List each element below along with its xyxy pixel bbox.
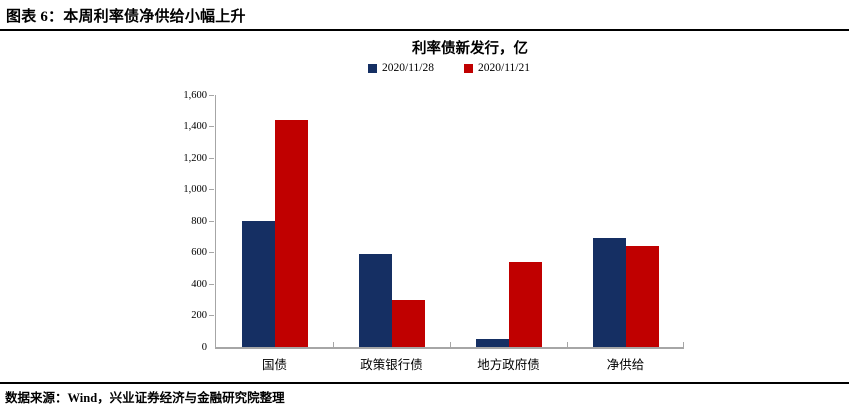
chart-title: 利率债新发行，亿 — [412, 41, 528, 57]
legend-swatch-red-icon — [464, 63, 473, 73]
x-axis-category-label: 净供给 — [606, 358, 645, 372]
y-axis-tick-label: 1,000 — [183, 184, 207, 195]
y-axis-tick — [209, 157, 214, 159]
bar-current-week — [358, 254, 392, 347]
y-axis-tick — [209, 252, 214, 253]
y-axis-tick-label: 400 — [191, 278, 207, 290]
bar-previous-week — [508, 261, 542, 347]
legend-item-previous-week: 2020/11/21 — [464, 62, 530, 74]
bar-current-week — [241, 221, 275, 347]
x-axis-category-label: 地方政府债 — [477, 358, 540, 372]
x-axis-tick — [683, 342, 684, 347]
bar-current-week — [475, 339, 509, 347]
bottom-divider — [0, 382, 849, 384]
y-axis-tick-label: 1,200 — [183, 152, 207, 164]
y-axis-tick — [209, 283, 214, 285]
legend-label-current-week: 2020/11/28 — [382, 62, 434, 74]
bar-previous-week — [391, 299, 425, 347]
y-axis-tick-label: 1,600 — [183, 89, 207, 101]
y-axis-tick-label: 200 — [191, 310, 207, 321]
bar-current-week — [592, 238, 626, 347]
figure-caption: 图表 6：本周利率债净供给小幅上升 — [6, 9, 246, 25]
y-axis-tick-label: 800 — [191, 215, 207, 227]
bar-previous-week — [274, 120, 308, 347]
x-axis-tick — [567, 342, 568, 347]
y-axis-tick-label: 600 — [191, 247, 207, 258]
chart-legend: 2020/11/28 2020/11/21 — [215, 62, 683, 74]
data-source: 数据来源：Wind，兴业证券经济与金融研究院整理 — [5, 391, 285, 405]
x-axis-category-label: 政策银行债 — [360, 358, 423, 372]
x-axis-tick — [333, 342, 334, 347]
y-axis-tick — [209, 220, 214, 222]
y-axis-tick — [209, 189, 214, 190]
legend-label-previous-week: 2020/11/21 — [478, 62, 530, 74]
y-axis-tick — [209, 126, 214, 127]
x-axis-tick — [450, 342, 451, 347]
bar-previous-week — [625, 246, 659, 347]
plot-area: 0 200 400 600 800 1,000 1,200 1,400 1,600 国债 政策银行债… — [183, 90, 684, 372]
x-axis-category-label: 国债 — [261, 358, 287, 372]
top-divider — [0, 29, 849, 31]
y-axis-tick — [209, 315, 214, 316]
y-axis-tick-label: 1,400 — [183, 121, 207, 132]
legend-swatch-blue-icon — [368, 63, 378, 73]
y-axis-tick — [209, 94, 214, 96]
legend-item-current-week: 2020/11/28 — [368, 62, 434, 74]
y-axis-tick-label: 0 — [201, 341, 207, 353]
